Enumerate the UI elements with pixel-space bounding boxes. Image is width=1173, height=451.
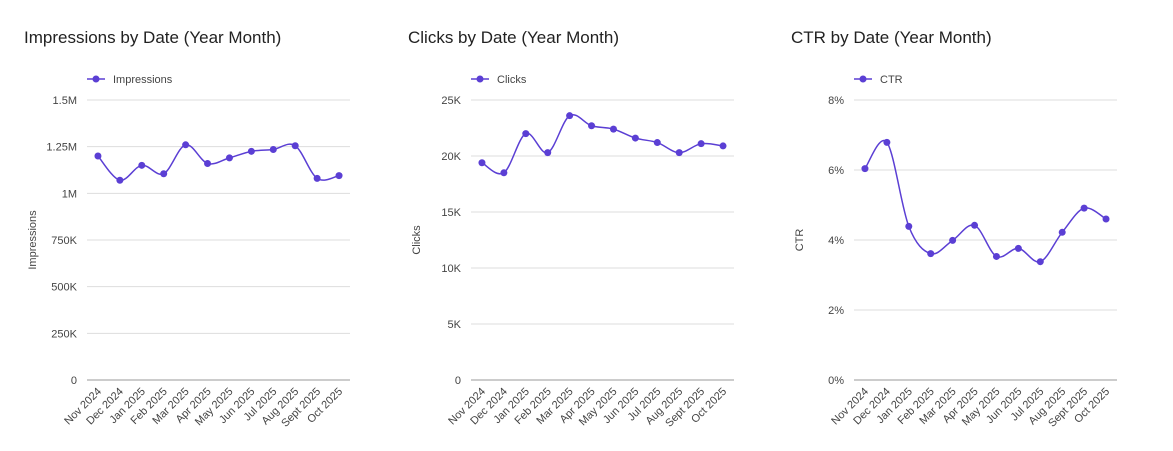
point [653,139,661,147]
point [138,161,146,169]
y-tick-label: 500K [51,282,77,294]
point [719,142,727,150]
y-tick-label: 250K [51,328,77,340]
y-tick-label: 1M [62,188,77,200]
y-tick-label: 4% [828,235,844,247]
point [269,145,277,153]
point [697,140,705,148]
point [609,125,617,133]
y-tick-label: 1.5M [53,95,77,107]
chart: Impressions by Date (Year Month) 0 250K 500… [24,28,350,430]
point [544,149,552,157]
legend-label: Clicks [497,74,527,86]
point [313,174,321,182]
point [971,221,979,229]
point [1036,258,1044,266]
point [1102,215,1110,223]
point [675,149,683,157]
legend-marker [476,75,484,83]
legend-label: CTR [880,74,903,86]
y-axis-title: Impressions [27,210,39,270]
y-tick-label: 750K [51,235,77,247]
legend-label: Impressions [113,74,173,86]
point [992,252,1000,260]
line [97,143,340,182]
point [588,122,596,130]
point [883,138,891,146]
chart: Clicks by Date (Year Month) 0 5K 10K 15K 20K 2… [408,28,734,430]
point [905,222,913,230]
point [225,154,233,162]
y-tick-label: 8% [828,95,844,107]
point [927,250,935,258]
chart-title: CTR by Date (Year Month) [791,28,992,47]
line [864,139,1107,263]
point [1058,228,1066,236]
point [160,170,168,178]
chart-title: Clicks by Date (Year Month) [408,28,619,47]
y-tick-label: 15K [441,207,461,219]
point [566,112,574,120]
point [94,152,102,160]
point [291,142,299,150]
y-tick-label: 1.25M [46,142,77,154]
point [522,130,530,138]
y-tick-label: 6% [828,165,844,177]
point [116,176,124,184]
point [204,159,212,167]
y-axis-title: Clicks [411,225,423,255]
point [182,141,190,149]
y-tick-label: 20K [441,151,461,163]
y-tick-label: 0 [455,375,461,387]
line [481,113,724,175]
y-tick-label: 25K [441,95,461,107]
y-tick-label: 2% [828,305,844,317]
point [631,134,639,142]
point [1014,244,1022,252]
point [247,147,255,155]
y-tick-label: 0 [71,375,77,387]
y-tick-label: 5K [448,319,462,331]
point [949,236,957,244]
chart-title: Impressions by Date (Year Month) [24,28,281,47]
point [500,169,508,177]
legend-marker [92,75,100,83]
point [1080,204,1088,212]
point [478,159,486,167]
chart: CTR by Date (Year Month)0%2%4%6%8%CTRNov… [791,28,1117,430]
y-tick-label: 0% [828,375,844,387]
point [861,165,869,173]
legend-marker [859,75,867,83]
y-tick-label: 10K [441,263,461,275]
point [335,172,343,180]
y-axis-title: CTR [794,229,806,252]
